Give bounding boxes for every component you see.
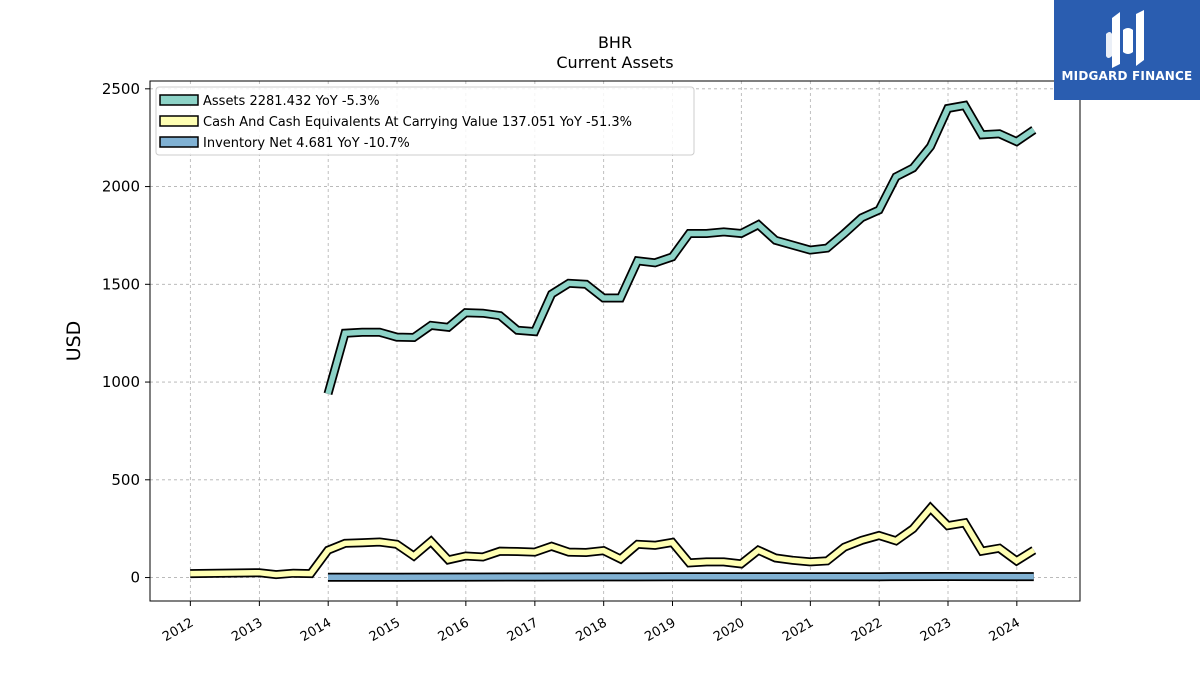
legend-swatch — [159, 94, 199, 106]
x-tick-label: 2020 — [711, 615, 747, 645]
series-line — [325, 102, 1036, 395]
logo-mark-icon — [1106, 10, 1144, 68]
midgard-finance-logo: MIDGARD FINANCE — [1054, 0, 1200, 100]
y-axis-label: USD — [63, 321, 85, 362]
x-tick-label: 2021 — [780, 615, 816, 645]
legend-label: Inventory Net 4.681 YoY -10.7% — [203, 136, 410, 151]
chart-subtitle: Current Assets — [556, 53, 673, 72]
x-tick-label: 2023 — [918, 615, 954, 645]
x-tick-label: 2016 — [436, 615, 472, 645]
plot-frame — [149, 80, 1081, 602]
y-axis: 0 500 1000 1500 2000 2500 — [102, 80, 150, 587]
series-2 — [328, 571, 1034, 582]
x-tick-label: 2019 — [642, 615, 678, 645]
x-tick-label: 2014 — [298, 615, 334, 645]
grid — [150, 81, 1080, 601]
legend-swatch — [159, 115, 199, 127]
legend-label: Assets 2281.432 YoY -5.3% — [203, 94, 380, 109]
legend-label: Cash And Cash Equivalents At Carrying Va… — [203, 115, 632, 130]
y-tick-label: 1500 — [102, 275, 140, 293]
y-tick-label: 0 — [130, 569, 140, 587]
legend: Assets 2281.432 YoY -5.3% Cash And Cash E… — [155, 86, 695, 156]
x-tick-label: 2017 — [505, 615, 541, 645]
series-0 — [323, 100, 1037, 396]
legend-box — [155, 86, 695, 156]
y-tick-label: 1000 — [102, 373, 140, 391]
x-tick-label: 2024 — [987, 615, 1023, 645]
logo-text: MIDGARD FINANCE — [1061, 69, 1193, 83]
y-tick-label: 500 — [111, 471, 140, 489]
y-tick-label: 2500 — [102, 80, 140, 98]
x-tick-label: 2013 — [229, 615, 265, 645]
legend-swatch — [159, 136, 199, 148]
x-tick-label: 2018 — [574, 615, 610, 645]
series-line — [328, 573, 1034, 580]
x-tick-label: 2012 — [160, 615, 196, 645]
series-line — [190, 504, 1036, 578]
y-tick-label: 2000 — [102, 178, 140, 196]
series-1 — [190, 501, 1037, 580]
x-tick-label: 2015 — [367, 615, 403, 645]
x-tick-label: 2022 — [849, 615, 885, 645]
series-group — [190, 100, 1037, 582]
x-axis: 2012 2013 2014 2015 2016 2017 2018 2019 2020 2021… — [160, 601, 1023, 645]
chart-title: BHR — [598, 33, 632, 52]
